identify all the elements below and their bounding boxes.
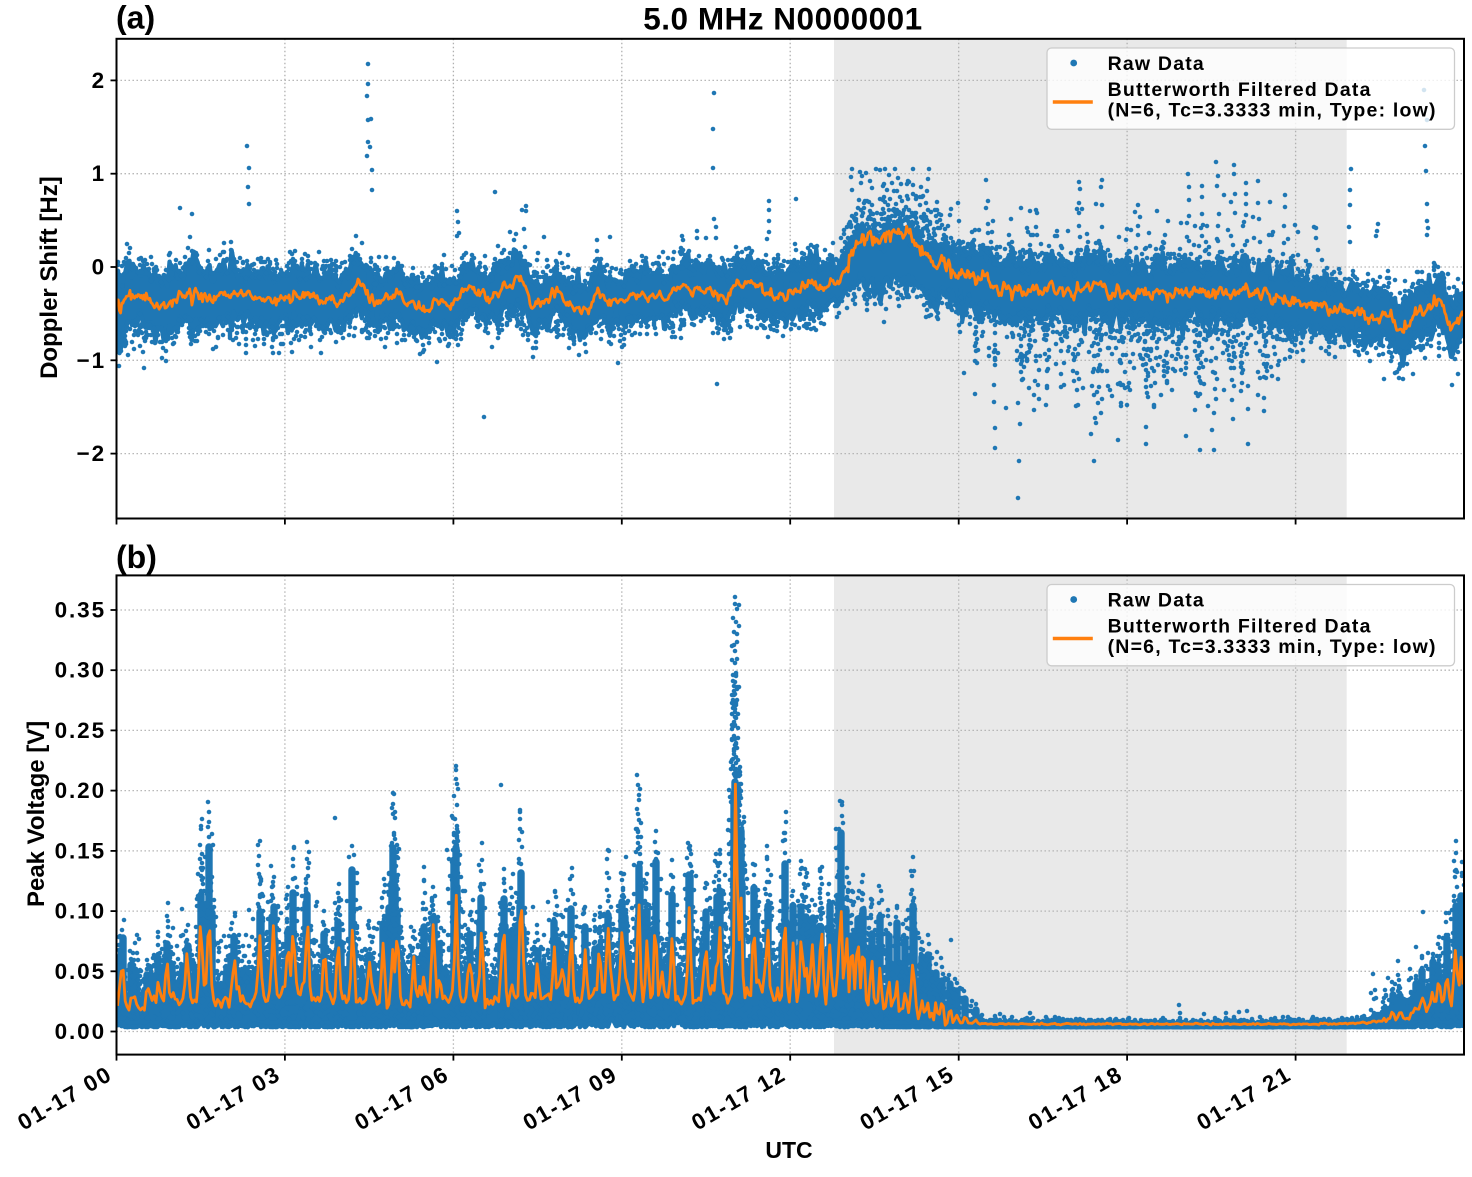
svg-text:5.0 MHz N0000001: 5.0 MHz N0000001	[643, 1, 922, 37]
svg-text:0.30: 0.30	[55, 658, 106, 683]
svg-text:2: 2	[92, 68, 106, 93]
svg-text:UTC: UTC	[765, 1137, 812, 1163]
svg-text:0.25: 0.25	[55, 718, 106, 743]
svg-text:Peak Voltage [V]: Peak Voltage [V]	[23, 721, 50, 907]
svg-text:0.15: 0.15	[55, 838, 106, 863]
svg-text:Raw Data: Raw Data	[1108, 589, 1205, 611]
svg-text:(N=6, Tc=3.3333 min, Type: low: (N=6, Tc=3.3333 min, Type: low)	[1108, 636, 1437, 658]
svg-text:0: 0	[92, 255, 106, 280]
svg-text:−1: −1	[77, 348, 106, 373]
svg-text:Raw Data: Raw Data	[1108, 53, 1205, 75]
svg-text:Butterworth Filtered Data: Butterworth Filtered Data	[1108, 615, 1372, 637]
svg-text:0.35: 0.35	[55, 598, 106, 623]
svg-text:(a): (a)	[116, 0, 155, 36]
svg-text:Doppler Shift [Hz]: Doppler Shift [Hz]	[36, 176, 63, 379]
svg-text:0.05: 0.05	[55, 959, 106, 984]
svg-text:0.00: 0.00	[55, 1019, 106, 1044]
svg-text:−2: −2	[77, 441, 106, 466]
svg-text:(b): (b)	[116, 539, 157, 575]
svg-text:1: 1	[92, 161, 106, 186]
svg-text:Butterworth Filtered Data: Butterworth Filtered Data	[1108, 79, 1372, 101]
svg-text:(N=6, Tc=3.3333 min, Type: low: (N=6, Tc=3.3333 min, Type: low)	[1108, 99, 1437, 121]
svg-text:0.10: 0.10	[55, 899, 106, 924]
svg-text:0.20: 0.20	[55, 778, 106, 803]
